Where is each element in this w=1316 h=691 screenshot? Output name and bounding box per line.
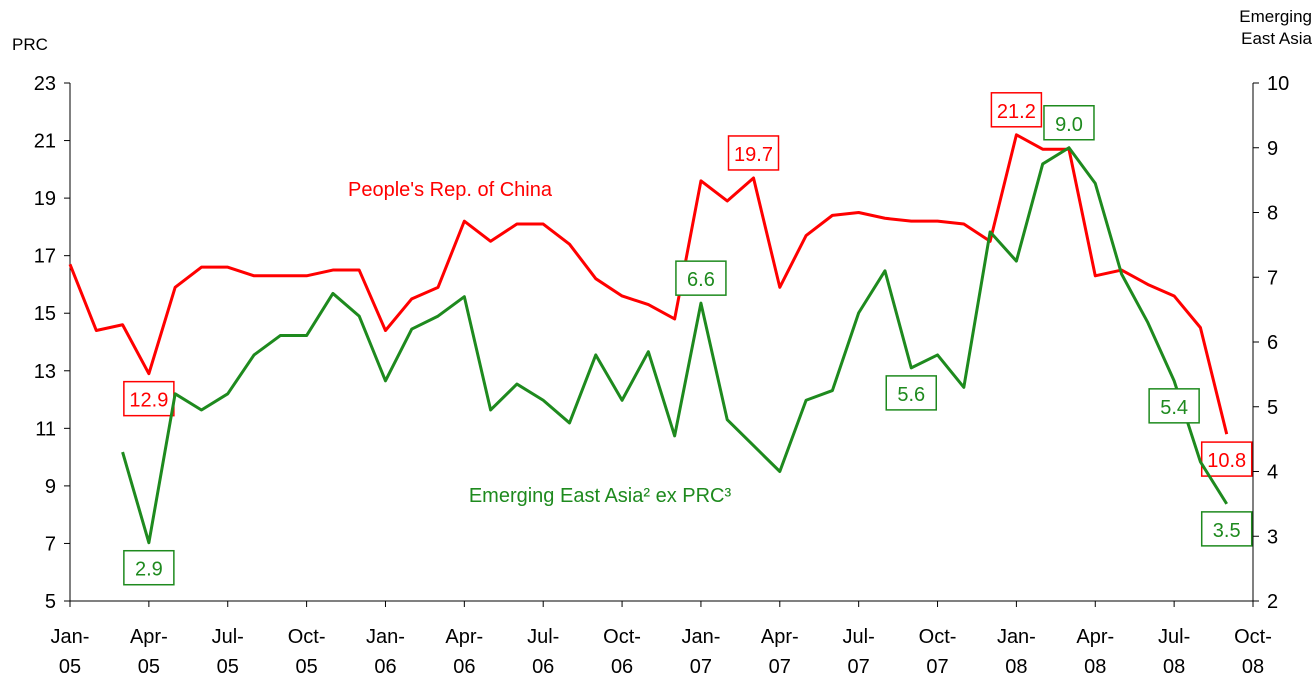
value-label-box [990,92,1043,128]
value-label: 6.6 [687,269,715,291]
series-label: People's Rep. of China [348,179,553,201]
value-label-box [123,549,175,586]
value-label-box [885,375,937,411]
y-tick-label: 5 [45,591,56,613]
x-tick-label: Oct-07 [919,626,957,678]
y2-tick-label: 6 [1267,332,1278,354]
x-tick-label: Jul-07 [843,626,875,678]
x-tick-label: Apr-08 [1076,626,1114,678]
x-tick-label: Oct-05 [288,626,326,678]
x-tick-label: Jan-06 [366,626,405,678]
value-label: 21.2 [997,101,1036,123]
value-label: 5.6 [897,384,925,406]
value-label: 12.9 [129,390,168,412]
y2-tick-label: 8 [1267,203,1278,225]
x-tick-label: Apr-06 [445,626,483,678]
y-tick-label: 21 [34,131,56,153]
x-tick-label: Apr-07 [761,626,799,678]
value-label: 2.9 [135,559,163,581]
value-label: 10.8 [1207,450,1246,472]
y-axis-label: PRC [12,35,48,54]
y-tick-label: 11 [35,418,56,440]
x-tick-label: Jul-08 [1158,626,1190,678]
value-label-box [1043,105,1095,141]
x-tick-label: Jul-05 [212,626,244,678]
x-tick-label: Oct-08 [1234,626,1272,678]
series-line [68,133,1229,435]
y2-tick-label: 3 [1267,526,1278,548]
y-tick-label: 9 [45,476,56,498]
x-tick-label: Jan-08 [997,626,1036,678]
x-tick-label: Jan-07 [681,626,720,678]
y2-axis-label: Emerging East Asia [1239,7,1312,48]
y-tick-label: 15 [34,303,56,325]
y2-tick-label: 4 [1267,462,1278,484]
y-tick-label: 23 [34,73,56,95]
y2-tick-label: 7 [1267,267,1278,289]
value-label-box [1148,388,1200,424]
x-tick-label: Jan-05 [51,626,90,678]
value-label-box [1200,441,1253,477]
value-label-box [675,260,727,296]
series-label: Emerging East Asia² ex PRC³ [469,485,732,507]
value-label-box [123,380,175,417]
value-label: 5.4 [1160,397,1188,419]
y-tick-label: 13 [34,361,56,383]
series-line [121,146,1228,545]
value-label: 3.5 [1213,520,1241,542]
x-tick-label: Oct-06 [603,626,641,678]
y-tick-label: 19 [34,188,56,210]
y2-tick-label: 2 [1267,591,1278,613]
value-label-box [727,135,780,171]
value-label: 9.0 [1055,114,1083,136]
value-label: 19.7 [734,144,773,166]
x-tick-label: Jul-06 [527,626,559,678]
y2-tick-label: 10 [1267,73,1289,95]
y-tick-label: 7 [45,533,56,555]
y2-tick-label: 5 [1267,397,1278,419]
y2-tick-label: 9 [1267,138,1278,160]
x-tick-label: Apr-05 [130,626,168,678]
value-label-box [1200,511,1253,547]
y-tick-label: 17 [34,246,56,268]
